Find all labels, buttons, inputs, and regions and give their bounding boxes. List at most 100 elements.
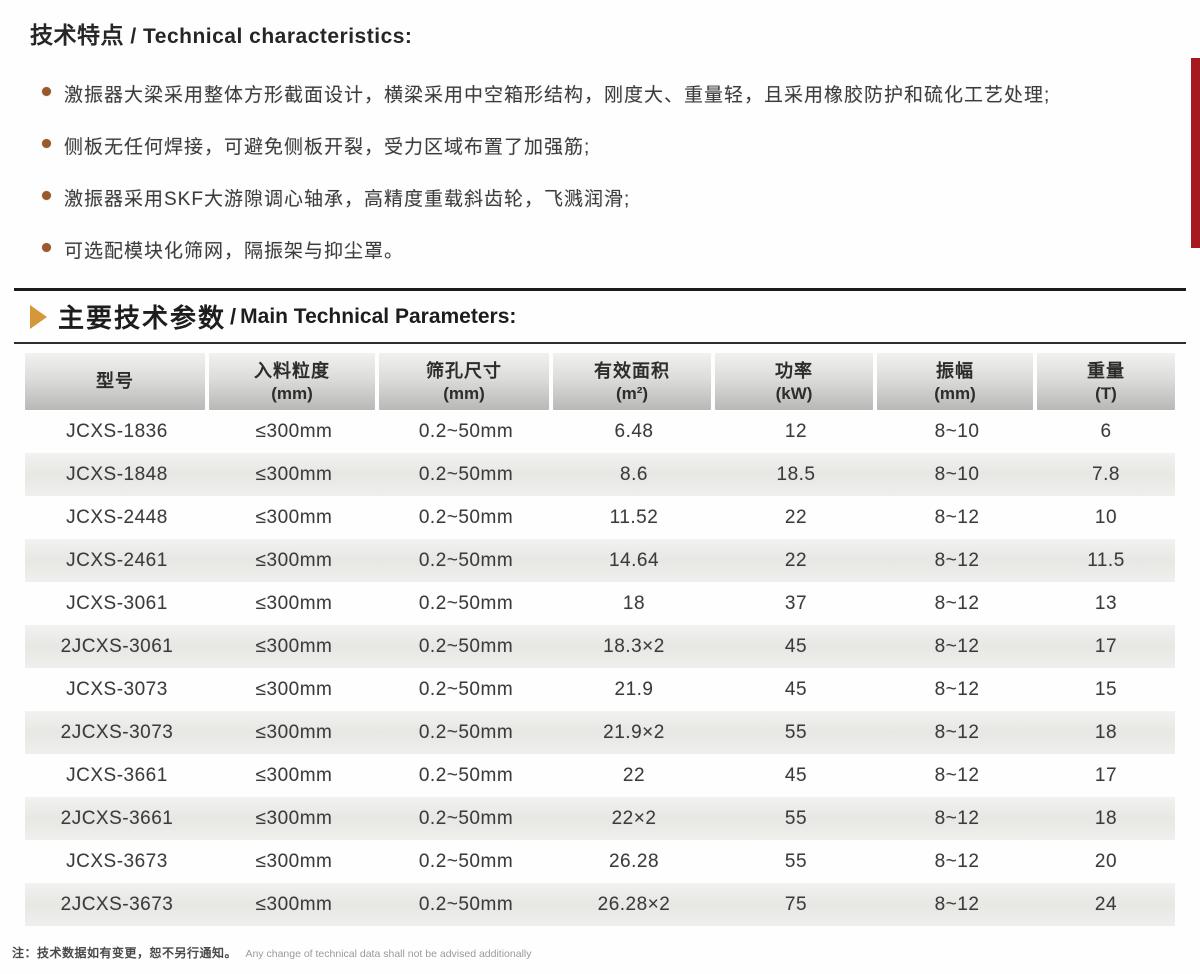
value-cell: 24	[1094, 893, 1118, 915]
table-header-cell: 振幅 (mm)	[877, 353, 1033, 410]
table-header-cell: 有效面积 (m²)	[553, 353, 711, 410]
feature-text: 激振器大梁采用整体方形截面设计，横梁采用中空箱形结构，刚度大、重量轻，且采用橡胶…	[64, 85, 1051, 106]
value-cell: 0.2~50mm	[418, 463, 514, 485]
value-cell: 45	[784, 764, 808, 786]
value-cell: 22×2	[611, 807, 657, 829]
table-row: JCXS-3661 ≤300mm 0.2~50mm 22 45 8~12 17	[25, 754, 1175, 797]
value-cell: 22	[622, 764, 646, 786]
features-title-separator: /	[124, 25, 144, 48]
bullet-dot-icon	[42, 139, 51, 148]
value-cell: 0.2~50mm	[418, 850, 514, 872]
value-cell: 18.3×2	[603, 635, 665, 657]
column-unit: (T)	[1095, 383, 1117, 403]
feature-item: 侧板无任何焊接，可避免侧板开裂，受力区域布置了加强筋;	[30, 132, 1170, 159]
value-cell: 26.28	[608, 850, 660, 872]
value-cell: 55	[784, 850, 808, 872]
page-edge-red-tab	[1191, 58, 1200, 248]
value-cell: ≤300mm	[255, 893, 333, 915]
value-cell: 21.9×2	[603, 721, 665, 743]
feature-text: 激振器采用SKF大游隙调心轴承，高精度重载斜齿轮，飞溅润滑;	[64, 189, 631, 210]
column-unit: (mm)	[271, 383, 313, 403]
value-cell: ≤300mm	[255, 549, 333, 571]
value-cell: 37	[784, 592, 808, 614]
value-cell: 11.52	[609, 506, 659, 528]
value-cell: 18	[1094, 807, 1118, 829]
value-cell: ≤300mm	[255, 592, 333, 614]
value-cell: 8.6	[620, 463, 648, 485]
value-cell: 8~12	[934, 592, 980, 614]
value-cell: 45	[784, 635, 808, 657]
table-row: JCXS-3073 ≤300mm 0.2~50mm 21.9 45 8~12 15	[25, 668, 1175, 711]
value-cell: 0.2~50mm	[418, 893, 514, 915]
parameters-title-zh: 主要技术参数	[58, 303, 227, 333]
column-unit: (kW)	[775, 383, 813, 403]
column-label: 功率	[775, 360, 813, 381]
value-cell: 26.28×2	[597, 893, 671, 915]
value-cell: ≤300mm	[255, 678, 333, 700]
value-cell: ≤300mm	[255, 850, 333, 872]
value-cell: 8~12	[934, 893, 980, 915]
technical-characteristics-section: 技术特点 / Technical characteristics: 激振器大梁采…	[0, 0, 1200, 263]
value-cell: 17	[1094, 635, 1118, 657]
feature-item: 可选配模块化筛网，隔振架与抑尘罩。	[30, 236, 1170, 263]
value-cell: 0.2~50mm	[418, 678, 514, 700]
feature-text: 可选配模块化筛网，隔振架与抑尘罩。	[64, 241, 405, 262]
value-cell: 8~12	[934, 678, 980, 700]
table-header-cell: 入料粒度 (mm)	[209, 353, 375, 410]
footnote-zh: 注：技术数据如有变更，恕不另行通知。	[12, 946, 238, 960]
features-title-en: Technical characteristics:	[143, 25, 413, 48]
features-title: 技术特点 / Technical characteristics:	[30, 16, 1170, 50]
value-cell: 8~12	[934, 549, 980, 571]
model-cell: 2JCXS-3661	[60, 807, 174, 829]
value-cell: ≤300mm	[255, 420, 333, 442]
value-cell: 14.64	[608, 549, 660, 571]
table-header-cell: 重量 (T)	[1037, 353, 1175, 410]
table-row: JCXS-2448 ≤300mm 0.2~50mm 11.52 22 8~12 10	[25, 496, 1175, 539]
value-cell: 18.5	[776, 463, 816, 485]
model-cell: JCXS-1836	[66, 420, 168, 442]
value-cell: 0.2~50mm	[418, 420, 514, 442]
value-cell: 55	[784, 807, 808, 829]
value-cell: 0.2~50mm	[418, 506, 514, 528]
value-cell: 45	[784, 678, 808, 700]
value-cell: 8~10	[934, 463, 980, 485]
table-row: JCXS-2461 ≤300mm 0.2~50mm 14.64 22 8~12 11.5	[25, 539, 1175, 582]
table-row: 2JCXS-3061 ≤300mm 0.2~50mm 18.3×2 45 8~12 17	[25, 625, 1175, 668]
model-cell: 2JCXS-3673	[60, 893, 174, 915]
column-label: 筛孔尺寸	[426, 360, 502, 381]
value-cell: 75	[784, 893, 808, 915]
column-unit: (m²)	[615, 383, 649, 403]
value-cell: 6.48	[614, 420, 654, 442]
table-row: 2JCXS-3661 ≤300mm 0.2~50mm 22×2 55 8~12 18	[25, 797, 1175, 840]
value-cell: 17	[1094, 764, 1118, 786]
value-cell: 12	[784, 420, 808, 442]
value-cell: 18	[622, 592, 646, 614]
footnote-en: Any change of technical data shall not b…	[245, 948, 532, 960]
value-cell: 8~12	[934, 635, 980, 657]
bullet-dot-icon	[42, 191, 51, 200]
table-row: 2JCXS-3673 ≤300mm 0.2~50mm 26.28×2 75 8~12 24	[25, 883, 1175, 926]
value-cell: 13	[1094, 592, 1118, 614]
column-label: 型号	[96, 371, 134, 391]
value-cell: ≤300mm	[255, 506, 333, 528]
model-cell: 2JCXS-3073	[60, 721, 174, 743]
table-row: JCXS-3673 ≤300mm 0.2~50mm 26.28 55 8~12 20	[25, 840, 1175, 883]
value-cell: 0.2~50mm	[418, 592, 514, 614]
value-cell: 55	[784, 721, 808, 743]
table-row: JCXS-3061 ≤300mm 0.2~50mm 18 37 8~12 13	[25, 582, 1175, 625]
column-label: 重量	[1087, 360, 1125, 381]
value-cell: 7.8	[1092, 463, 1120, 485]
value-cell: 21.9	[614, 678, 654, 700]
table-row: JCXS-1848 ≤300mm 0.2~50mm 8.6 18.5 8~10 7.8	[25, 453, 1175, 496]
column-label: 振幅	[936, 360, 974, 381]
value-cell: 0.2~50mm	[418, 764, 514, 786]
value-cell: ≤300mm	[255, 721, 333, 743]
column-unit: (mm)	[934, 383, 976, 403]
value-cell: 20	[1094, 850, 1118, 872]
value-cell: 0.2~50mm	[418, 807, 514, 829]
features-title-zh: 技术特点	[30, 22, 124, 48]
feature-item: 激振器大梁采用整体方形截面设计，横梁采用中空箱形结构，刚度大、重量轻，且采用橡胶…	[30, 80, 1170, 107]
value-cell: 22	[784, 506, 808, 528]
model-cell: JCXS-2448	[66, 506, 168, 528]
